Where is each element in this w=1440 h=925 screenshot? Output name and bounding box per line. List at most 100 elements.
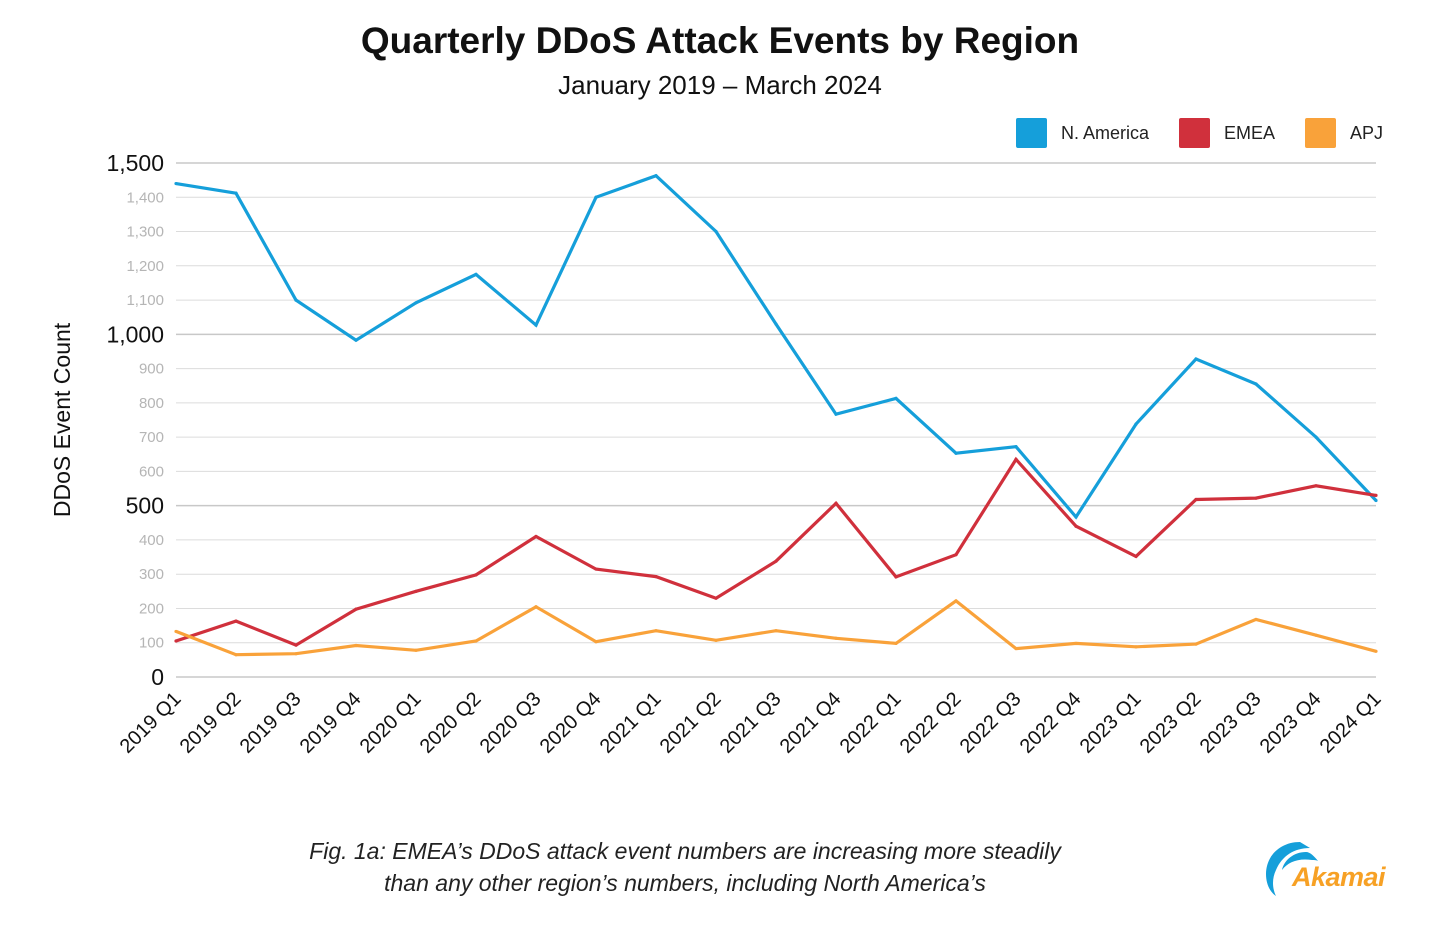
data-point[interactable] — [474, 573, 478, 577]
data-point[interactable] — [774, 322, 778, 326]
x-tick-label: 2020 Q3 — [476, 688, 546, 758]
data-point[interactable] — [834, 636, 838, 640]
data-point[interactable] — [714, 638, 718, 642]
data-point[interactable] — [1194, 357, 1198, 361]
x-tick-label: 2019 Q3 — [236, 688, 306, 758]
data-point[interactable] — [954, 451, 958, 455]
legend-swatch-apj — [1305, 118, 1337, 148]
data-point[interactable] — [714, 596, 718, 600]
x-tick-label: 2023 Q2 — [1136, 688, 1206, 758]
data-point[interactable] — [1074, 641, 1078, 646]
y-tick-label: 200 — [139, 600, 164, 617]
data-point[interactable] — [414, 589, 418, 593]
x-tick-label: 2020 Q2 — [416, 688, 486, 758]
data-point[interactable] — [1014, 445, 1018, 449]
data-point[interactable] — [834, 501, 838, 505]
y-axis-ticks: 0 100 200 300 400 500 600 700 800 900 1,000 1,100 1,… — [106, 150, 164, 690]
data-point[interactable] — [534, 323, 538, 327]
data-point[interactable] — [1074, 515, 1078, 519]
data-point[interactable] — [1314, 484, 1318, 488]
legend-swatch-n-america — [1016, 118, 1047, 148]
data-point[interactable] — [714, 229, 718, 234]
data-point[interactable] — [1014, 457, 1018, 462]
y-tick-label: 700 — [139, 429, 164, 446]
data-point[interactable] — [1194, 497, 1198, 502]
data-point[interactable] — [894, 641, 898, 646]
y-axis-label: DDoS Event Count — [49, 322, 75, 517]
y-tick-label: 1,000 — [106, 321, 164, 347]
x-tick-label: 2021 Q2 — [656, 688, 726, 758]
y-tick-label: 1,200 — [126, 258, 164, 275]
data-point[interactable] — [294, 643, 298, 647]
y-tick-label: 500 — [126, 493, 164, 519]
legend-label: N. America — [1061, 122, 1150, 143]
data-point[interactable] — [1374, 649, 1378, 653]
data-point[interactable] — [474, 639, 478, 643]
y-tick-label: 1,500 — [106, 150, 164, 176]
data-point[interactable] — [1254, 496, 1258, 500]
data-point[interactable] — [1314, 435, 1318, 439]
legend-swatch-emea — [1179, 118, 1211, 148]
series-line-emea[interactable] — [175, 456, 1377, 647]
x-tick-label: 2019 Q2 — [176, 688, 246, 758]
data-point[interactable] — [654, 629, 658, 633]
data-point[interactable] — [474, 272, 478, 276]
legend-item-emea[interactable]: EMEA — [1179, 118, 1275, 148]
data-point[interactable] — [354, 643, 358, 648]
data-point[interactable] — [654, 574, 658, 579]
data-point[interactable] — [534, 605, 538, 609]
data-point[interactable] — [1134, 645, 1138, 649]
series-line-n-america[interactable] — [175, 173, 1378, 520]
data-point[interactable] — [174, 639, 178, 643]
data-point[interactable] — [1134, 422, 1138, 426]
data-point[interactable] — [1374, 493, 1378, 497]
y-tick-label: 300 — [139, 566, 164, 583]
data-point[interactable] — [1194, 642, 1198, 646]
x-tick-label: 2021 Q4 — [776, 688, 846, 758]
data-point[interactable] — [174, 629, 178, 634]
data-point[interactable] — [294, 652, 298, 656]
y-tick-label: 400 — [139, 532, 164, 549]
data-point[interactable] — [534, 534, 538, 539]
y-tick-label: 1,400 — [126, 189, 164, 206]
data-point[interactable] — [594, 567, 598, 571]
data-point[interactable] — [354, 338, 358, 342]
data-point[interactable] — [1314, 633, 1318, 637]
data-point[interactable] — [654, 174, 658, 178]
data-point[interactable] — [1254, 617, 1258, 622]
data-point[interactable] — [294, 298, 298, 302]
legend: N. America EMEA APJ — [1016, 118, 1413, 148]
data-point[interactable] — [774, 559, 778, 563]
data-point[interactable] — [954, 599, 958, 603]
data-point[interactable] — [594, 195, 598, 199]
chart-subtitle: January 2019 – March 2024 — [558, 70, 882, 100]
legend-item-apj[interactable]: APJ — [1305, 118, 1383, 148]
data-point[interactable] — [414, 648, 418, 652]
data-point[interactable] — [1014, 646, 1018, 651]
data-point[interactable] — [594, 640, 598, 644]
y-tick-label: 1,100 — [126, 292, 164, 309]
data-point[interactable] — [354, 607, 358, 611]
logo-text: Akamai — [1292, 862, 1386, 892]
series-lines — [174, 173, 1378, 657]
data-point[interactable] — [234, 619, 238, 623]
legend-item-n-america[interactable]: N. America — [1016, 118, 1149, 148]
data-point[interactable] — [234, 191, 238, 195]
data-point[interactable] — [954, 553, 958, 557]
data-point[interactable] — [1374, 498, 1378, 503]
data-point[interactable] — [774, 629, 778, 633]
data-point[interactable] — [894, 396, 898, 401]
data-point[interactable] — [414, 301, 418, 305]
akamai-wave-icon — [1266, 842, 1318, 896]
x-tick-label: 2024 Q1 — [1316, 688, 1386, 758]
legend-label: APJ — [1350, 122, 1384, 143]
data-point[interactable] — [1134, 554, 1138, 558]
data-point[interactable] — [174, 181, 178, 186]
data-point[interactable] — [1074, 524, 1078, 528]
data-point[interactable] — [1254, 382, 1258, 386]
data-point[interactable] — [834, 412, 838, 416]
data-point[interactable] — [894, 575, 898, 579]
x-tick-label: 2021 Q1 — [596, 688, 666, 758]
data-point[interactable] — [234, 653, 238, 657]
